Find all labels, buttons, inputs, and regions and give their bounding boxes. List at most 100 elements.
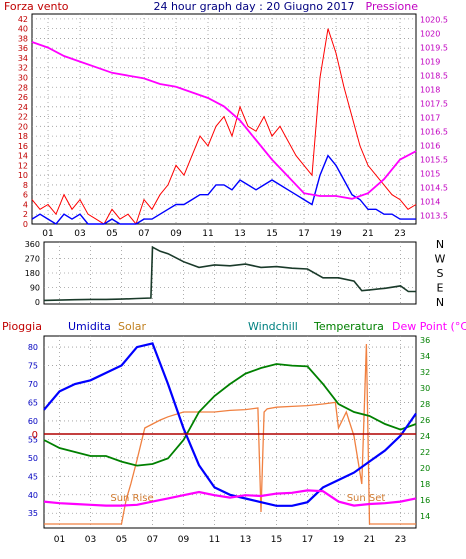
chart-title: 24 hour graph day : 20 Giugno 2017 xyxy=(153,0,354,13)
wind-direction-line xyxy=(43,245,416,302)
sunrise-annotation: Sun Rise xyxy=(110,493,153,504)
hour-tick-label: 19 xyxy=(330,229,342,239)
wind-tick-label: 26 xyxy=(18,93,28,102)
pressure-tick-label: 1014 xyxy=(420,198,440,207)
hour-tick-label: 11 xyxy=(209,535,220,545)
rain-value-label: 0 xyxy=(32,430,38,441)
pressure-tick-label: 1016 xyxy=(420,142,440,151)
solar-legend-label: Solar xyxy=(118,320,147,333)
hour-tick-label: 01 xyxy=(42,229,53,239)
temperature-tick-label: 32 xyxy=(420,368,430,377)
pressure-tick-label: 1013.5 xyxy=(420,212,448,221)
wind-axis-label: Forza vento xyxy=(4,0,69,13)
temperature-line xyxy=(43,363,417,467)
humidity-tick-label: 60 xyxy=(28,417,38,426)
temperature-humidity-grid xyxy=(44,336,416,528)
wind-tick-label: 6 xyxy=(23,191,28,200)
wind-tick-label: 28 xyxy=(18,83,28,92)
pressure-tick-label: 1018.5 xyxy=(420,72,448,81)
humidity-tick-label: 35 xyxy=(28,509,38,518)
wind-tick-label: 4 xyxy=(23,200,28,209)
humidity-y-axis-ticks: 35 40 45 50 55 60 65 70 75 80 xyxy=(28,343,38,518)
temperature-tick-label: 28 xyxy=(420,400,430,409)
hour-tick-label: 05 xyxy=(116,535,127,545)
humidity-tick-label: 45 xyxy=(28,472,38,481)
temperature-tick-label: 24 xyxy=(420,432,430,441)
temperature-y-axis-ticks: 14 16 18 20 22 24 26 28 30 32 34 36 xyxy=(420,336,430,521)
windchill-legend-label: Windchill xyxy=(248,320,298,333)
pressure-tick-label: 1015 xyxy=(420,170,440,179)
pressure-tick-label: 1020.5 xyxy=(420,16,448,25)
hour-tick-label: 19 xyxy=(333,535,345,545)
compass-label: W xyxy=(435,253,446,266)
wind-pressure-chart: 024681012141618202224262830323436384042 … xyxy=(4,0,448,239)
wind-tick-label: 8 xyxy=(23,181,28,190)
pressure-tick-label: 1017.5 xyxy=(420,100,448,109)
humidity-line xyxy=(43,342,417,507)
wind-tick-label: 20 xyxy=(18,122,28,131)
hour-tick-label: 09 xyxy=(178,535,190,545)
wind-tick-label: 24 xyxy=(18,103,28,112)
wind-tick-label: 38 xyxy=(18,34,28,43)
wind-tick-label: 34 xyxy=(18,54,28,63)
hour-tick-label: 17 xyxy=(302,535,313,545)
direction-tick-label: 180 xyxy=(25,269,40,278)
hour-tick-label: 23 xyxy=(394,229,405,239)
temperature-tick-label: 36 xyxy=(420,336,430,345)
temperature-tick-label: 20 xyxy=(420,464,430,473)
pressure-tick-label: 1015.5 xyxy=(420,156,448,165)
pressure-tick-label: 1018 xyxy=(420,86,440,95)
hour-tick-label: 11 xyxy=(202,229,213,239)
hour-tick-label: 15 xyxy=(271,535,282,545)
pressure-y-axis-ticks: 1013.5 1014 1014.5 1015 1015.5 1016 1016.5 1017… xyxy=(420,16,448,221)
temperature-tick-label: 14 xyxy=(420,512,430,521)
humidity-tick-label: 55 xyxy=(28,435,38,444)
pressure-line xyxy=(31,41,417,200)
hour-tick-label: 09 xyxy=(170,229,182,239)
wind-tick-label: 22 xyxy=(18,113,28,122)
wind-tick-label: 32 xyxy=(18,64,28,73)
direction-tick-label: 0 xyxy=(35,298,40,307)
hour-tick-label: 03 xyxy=(74,229,85,239)
hour-tick-label: 23 xyxy=(395,535,406,545)
humidity-legend-label: Umidita xyxy=(68,320,111,333)
wind-tick-label: 10 xyxy=(18,171,28,180)
sunset-annotation: Sun Set xyxy=(347,493,386,504)
direction-tick-label: 270 xyxy=(25,255,40,264)
pressure-tick-label: 1017 xyxy=(420,114,440,123)
temperature-tick-label: 16 xyxy=(420,496,430,505)
temperature-tick-label: 18 xyxy=(420,480,430,489)
pressure-tick-label: 1020 xyxy=(420,30,440,39)
temperature-humidity-chart: Pioggia Umidita Solar Windchill Temperat… xyxy=(2,320,466,545)
wind-pressure-grid xyxy=(32,14,416,224)
humidity-tick-label: 70 xyxy=(28,380,38,389)
temperature-tick-label: 26 xyxy=(420,416,430,425)
hour-tick-label: 13 xyxy=(234,229,245,239)
compass-label: N xyxy=(436,296,444,309)
temperature-humidity-plot-area xyxy=(43,335,417,529)
temperature-tick-label: 30 xyxy=(420,384,430,393)
hour-tick-label: 17 xyxy=(298,229,309,239)
direction-tick-label: 360 xyxy=(25,240,40,249)
direction-tick-label: 90 xyxy=(30,284,40,293)
wind-tick-label: 18 xyxy=(18,132,28,141)
wind-tick-label: 36 xyxy=(18,44,28,53)
temperature-humidity-x-axis-ticks: 01 03 05 07 09 11 13 15 17 19 21 23 xyxy=(54,535,406,545)
wind-direction-y-axis-ticks: 0 90 180 270 360 xyxy=(25,240,40,307)
humidity-tick-label: 65 xyxy=(28,398,38,407)
wind-pressure-x-axis-ticks: 01 03 05 07 09 11 13 15 17 19 21 23 xyxy=(42,229,405,239)
wind-pressure-plot-area xyxy=(31,13,417,225)
wind-tick-label: 16 xyxy=(18,142,28,151)
pressure-tick-label: 1014.5 xyxy=(420,184,448,193)
hour-tick-label: 01 xyxy=(54,535,65,545)
hour-tick-label: 05 xyxy=(106,229,117,239)
wind-tick-label: 30 xyxy=(18,73,28,82)
humidity-tick-label: 75 xyxy=(28,362,38,371)
wind-gust-line xyxy=(31,28,417,226)
temperature-tick-label: 34 xyxy=(420,352,430,361)
wind-tick-label: 2 xyxy=(23,210,28,219)
